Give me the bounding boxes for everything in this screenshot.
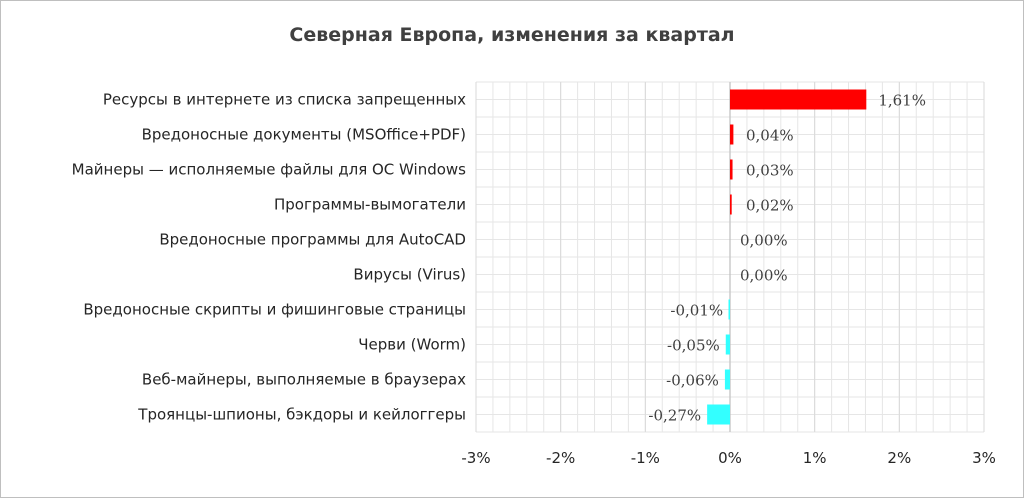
category-label: Ресурсы в интернете из списка запрещенны… <box>103 91 466 109</box>
category-label: Вредоносные скрипты и фишинговые страниц… <box>83 301 466 319</box>
bar <box>707 404 730 425</box>
x-tick-label: 3% <box>972 449 996 467</box>
x-tick-label: -1% <box>631 449 660 467</box>
data-label: -0,06% <box>666 372 719 390</box>
x-tick-label: 0% <box>718 449 742 467</box>
bar <box>730 89 867 110</box>
data-label: -0,27% <box>648 407 701 425</box>
category-label: Веб-майнеры, выполняемые в браузерах <box>142 371 466 389</box>
bar <box>724 369 730 390</box>
data-label: -0,01% <box>670 302 723 320</box>
data-label: 0,02% <box>746 197 794 215</box>
x-tick-label: 1% <box>803 449 827 467</box>
data-label: 0,00% <box>740 267 788 285</box>
bar <box>730 124 734 145</box>
bar <box>730 159 733 180</box>
category-label: Вредоносные программы для AutoCAD <box>159 231 466 249</box>
data-label: 0,04% <box>746 127 794 145</box>
category-label: Вредоносные документы (MSOffice+PDF) <box>142 126 466 144</box>
bar <box>725 334 730 355</box>
x-tick-label: -2% <box>546 449 575 467</box>
data-label: 0,03% <box>746 162 794 180</box>
data-label: 1,61% <box>878 92 926 110</box>
category-label: Программы-вымогатели <box>274 196 466 214</box>
category-label: Майнеры — исполняемые файлы для ОС Windo… <box>72 161 467 179</box>
bars <box>707 89 867 425</box>
bar <box>728 299 730 320</box>
category-label: Вирусы (Virus) <box>353 266 466 284</box>
data-label: -0,05% <box>667 337 720 355</box>
x-tick-label: -3% <box>461 449 490 467</box>
bar <box>730 194 732 215</box>
chart-title: Северная Европа, изменения за квартал <box>289 24 735 46</box>
category-label: Черви (Worm) <box>358 336 466 354</box>
category-label: Троянцы-шпионы, бэкдоры и кейлоггеры <box>137 406 466 424</box>
x-tick-label: 2% <box>887 449 911 467</box>
labels: Ресурсы в интернете из списка запрещенны… <box>72 91 996 468</box>
data-label: 0,00% <box>740 232 788 250</box>
